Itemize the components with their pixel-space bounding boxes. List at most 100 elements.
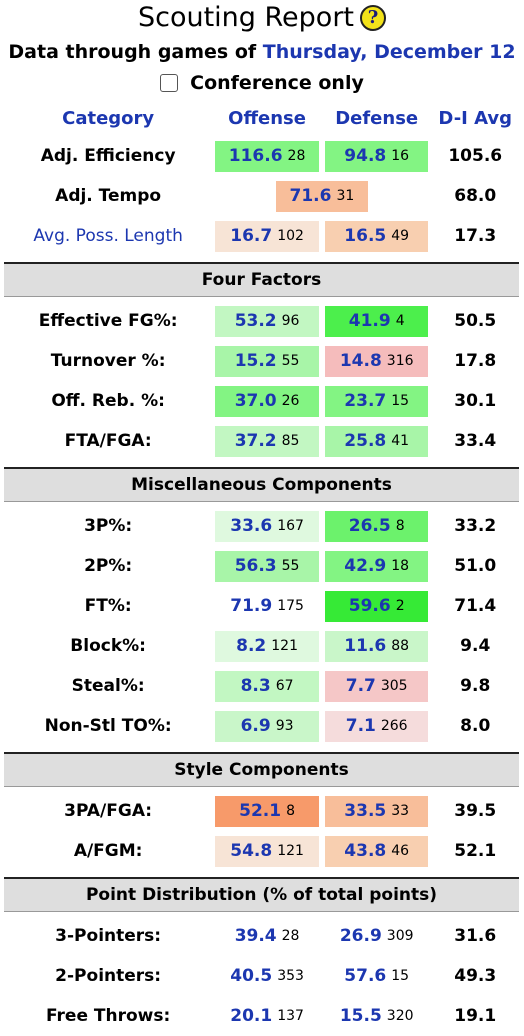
stat-row: Non-Stl TO%: 6.9 93 7.1 266 8.0 <box>4 706 519 746</box>
d1-average: 50.5 <box>454 311 497 331</box>
d1-average: 17.8 <box>454 351 497 371</box>
offense-value[interactable]: 37.2 85 <box>215 425 319 457</box>
row-adj-tempo: Adj. Tempo 71.6 31 68.0 <box>4 176 519 216</box>
value-text: 7.7 <box>345 676 376 696</box>
defense-value[interactable]: 42.9 18 <box>324 550 429 582</box>
defense-value[interactable]: 11.6 88 <box>324 630 429 662</box>
section-header-row: Four Factors <box>4 256 519 301</box>
rank-text: 85 <box>281 433 300 449</box>
d1-average: 30.1 <box>454 391 497 411</box>
row-label: 3P%: <box>84 516 133 536</box>
value-text: 59.6 <box>348 596 391 616</box>
rank-text: 28 <box>287 148 306 164</box>
value-text: 54.8 <box>230 841 273 861</box>
conference-only-checkbox[interactable] <box>160 74 179 92</box>
row-label: FTA/FGA: <box>64 431 152 451</box>
stat-row: Free Throws: 20.1 137 15.5 320 19.1 <box>4 996 519 1036</box>
offense-value[interactable]: 71.9 175 <box>215 590 319 622</box>
defense-value[interactable]: 94.8 16 <box>324 140 429 172</box>
value-text: 71.9 <box>230 596 273 616</box>
value-text: 20.1 <box>230 1006 273 1026</box>
rank-text: 31 <box>336 188 355 204</box>
rank-text: 137 <box>277 1008 304 1024</box>
offense-value[interactable]: 8.2 121 <box>215 630 319 662</box>
rank-text: 18 <box>391 558 410 574</box>
page-title: Scouting Report <box>137 2 355 33</box>
defense-value[interactable]: 7.1 266 <box>324 710 429 742</box>
offense-value[interactable]: 16.7 102 <box>215 220 319 252</box>
rank-text: 16 <box>391 148 410 164</box>
rank-text: 93 <box>275 718 294 734</box>
conference-only-toggle[interactable]: Conference only <box>0 66 524 100</box>
row-label-link[interactable]: Avg. Poss. Length <box>33 226 183 246</box>
col-offense[interactable]: Offense <box>228 107 306 129</box>
section-header-row: Style Components <box>4 746 519 791</box>
value-text: 71.6 <box>289 186 332 206</box>
d1-average: 68.0 <box>454 186 497 206</box>
value-text: 33.5 <box>344 801 387 821</box>
defense-value[interactable]: 57.6 15 <box>324 960 429 992</box>
tempo-value[interactable]: 71.6 31 <box>275 180 368 212</box>
rank-text: 316 <box>386 353 414 369</box>
defense-value[interactable]: 16.5 49 <box>324 220 429 252</box>
offense-value[interactable]: 54.8 121 <box>215 835 319 867</box>
offense-value[interactable]: 39.4 28 <box>215 920 319 952</box>
d1-average: 8.0 <box>460 716 491 736</box>
d1-average: 31.6 <box>454 926 497 946</box>
d1-average: 17.3 <box>454 226 497 246</box>
d1-average: 71.4 <box>454 596 497 616</box>
value-text: 53.2 <box>234 311 277 331</box>
defense-value[interactable]: 26.5 8 <box>324 510 429 542</box>
offense-value[interactable]: 6.9 93 <box>215 710 319 742</box>
row-label: Adj. Tempo <box>55 186 162 206</box>
defense-value[interactable]: 59.6 2 <box>324 590 429 622</box>
defense-value[interactable]: 41.9 4 <box>324 305 429 337</box>
value-text: 116.6 <box>228 146 283 166</box>
stat-row: Turnover %: 15.2 55 14.8 316 17.8 <box>4 341 519 381</box>
d1-average: 51.0 <box>454 556 497 576</box>
stat-row: Steal%: 8.3 67 7.7 305 9.8 <box>4 666 519 706</box>
defense-value[interactable]: 15.5 320 <box>324 1000 429 1032</box>
value-text: 37.0 <box>234 391 277 411</box>
offense-value[interactable]: 116.6 28 <box>215 140 319 172</box>
row-label: 3-Pointers: <box>55 926 162 946</box>
defense-value[interactable]: 14.8 316 <box>324 345 429 377</box>
defense-value[interactable]: 23.7 15 <box>324 385 429 417</box>
rank-text: 46 <box>391 843 410 859</box>
d1-average: 49.3 <box>454 966 497 986</box>
offense-value[interactable]: 53.2 96 <box>215 305 319 337</box>
rank-text: 41 <box>391 433 410 449</box>
value-text: 33.6 <box>230 516 273 536</box>
defense-value[interactable]: 26.9 309 <box>324 920 429 952</box>
section-title: Point Distribution (% of total points) <box>4 877 519 912</box>
value-text: 6.9 <box>240 716 271 736</box>
col-defense[interactable]: Defense <box>335 107 419 129</box>
defense-value[interactable]: 25.8 41 <box>324 425 429 457</box>
subtitle-date: Thursday, December 12 <box>262 41 516 63</box>
conference-only-label: Conference only <box>190 72 364 94</box>
col-avg[interactable]: D-I Avg <box>438 107 513 129</box>
col-category[interactable]: Category <box>62 107 155 129</box>
help-icon[interactable]: ? <box>360 5 387 31</box>
value-text: 39.4 <box>234 926 277 946</box>
section-title: Four Factors <box>4 262 519 297</box>
offense-value[interactable]: 40.5 353 <box>215 960 319 992</box>
offense-value[interactable]: 37.0 26 <box>215 385 319 417</box>
offense-value[interactable]: 15.2 55 <box>215 345 319 377</box>
rank-text: 96 <box>281 313 300 329</box>
offense-value[interactable]: 56.3 55 <box>215 550 319 582</box>
offense-value[interactable]: 20.1 137 <box>215 1000 319 1032</box>
defense-value[interactable]: 7.7 305 <box>324 670 429 702</box>
defense-value[interactable]: 43.8 46 <box>324 835 429 867</box>
section-title: Style Components <box>4 752 519 787</box>
offense-value[interactable]: 33.6 167 <box>215 510 319 542</box>
stat-row: FTA/FGA: 37.2 85 25.8 41 33.4 <box>4 421 519 461</box>
offense-value[interactable]: 8.3 67 <box>215 670 319 702</box>
rank-text: 8 <box>286 803 296 819</box>
defense-value[interactable]: 33.5 33 <box>324 795 429 827</box>
offense-value[interactable]: 52.1 8 <box>215 795 319 827</box>
value-text: 56.3 <box>234 556 277 576</box>
value-text: 42.9 <box>344 556 387 576</box>
rank-text: 8 <box>395 518 405 534</box>
d1-average: 33.2 <box>454 516 497 536</box>
